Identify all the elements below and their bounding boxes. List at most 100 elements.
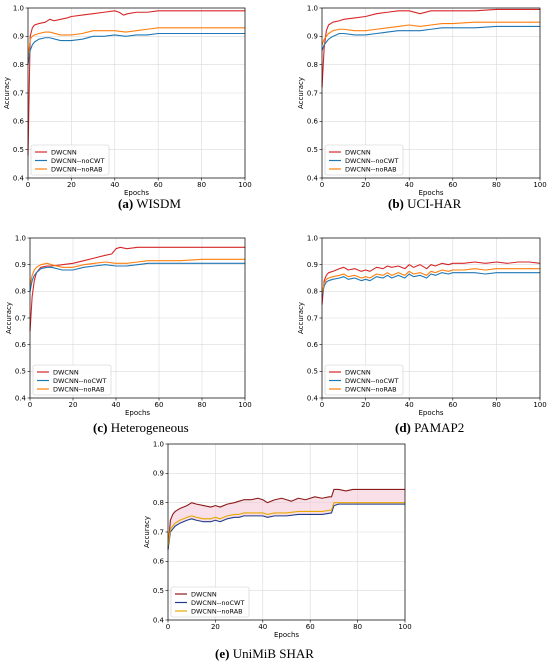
wisdm-ytick-label-2: 0.6	[13, 118, 25, 126]
ucihar-xtick-label-4: 80	[492, 181, 501, 189]
panel-heterogeneous: 0 20 40 60 80 100 0.4 0.5 0.6 0.7 0.8 0.9 1.0 Epochs A…	[5, 234, 252, 417]
panel-pamap2: 0 20 40 60 80 100 0.4 0.5 0.6 0.7 0.8 0.9 1.0 Epochs A…	[297, 234, 547, 417]
ucihar-ytick-label-4: 0.8	[307, 61, 318, 69]
pamap2-series-1-line	[321, 272, 540, 297]
caption-unimib: (e) UniMiB SHAR	[215, 646, 314, 661]
ucihar-legend-label-0: DWCNN	[345, 148, 371, 156]
unimib-legend-box	[170, 586, 250, 618]
pamap2-ylabel: Accuracy	[297, 302, 305, 334]
pamap2-xtick-label-3: 60	[448, 401, 457, 409]
heterogeneous-xtick-label-1: 20	[69, 401, 78, 409]
panel-wisdm: 0 20 40 60 80 100 0.4 0.5 0.6 0.7 0.8 0.9 1.0 Epochs A…	[3, 4, 252, 197]
heterogeneous-ytick-label-0: 0.4	[15, 394, 27, 402]
ucihar-ytick-label-1: 0.5	[307, 146, 318, 154]
pamap2-xtick-label-5: 100	[533, 401, 546, 409]
heterogeneous-ytick-label-5: 0.9	[15, 261, 26, 269]
caption-pamap2: (d) PAMAP2	[395, 420, 464, 435]
unimib-series-1-line	[167, 503, 405, 550]
pamap2-xtick-label-4: 80	[492, 401, 501, 409]
wisdm-series-0-line	[27, 10, 245, 156]
wisdm-ytick-label-6: 1.0	[13, 4, 24, 12]
pamap2-legend-label-1: DWCNN--noCWT	[345, 377, 398, 385]
pamap2-ytick-label-3: 0.7	[307, 314, 318, 322]
pamap2-series-2-line	[321, 268, 540, 295]
wisdm-series-2-line	[27, 27, 245, 60]
heterogeneous-ytick-label-6: 1.0	[15, 234, 26, 242]
ucihar-legend-label-1: DWCNN--noCWT	[345, 157, 398, 165]
ucihar-ytick-label-6: 1.0	[307, 4, 318, 12]
wisdm-legend-box	[30, 144, 110, 176]
heterogeneous-ytick-label-3: 0.7	[15, 314, 26, 322]
unimib-legend-label-1: DWCNN--noCWT	[191, 599, 244, 607]
caption-heterogeneous: (c) Heterogeneous	[93, 420, 189, 435]
heterogeneous-xtick-label-4: 80	[198, 401, 207, 409]
wisdm-ytick-label-5: 0.9	[13, 33, 24, 41]
ucihar-ytick-label-2: 0.6	[307, 118, 319, 126]
heterogeneous-xtick-label-0: 0	[28, 401, 32, 409]
unimib-ytick-label-3: 0.7	[153, 528, 164, 536]
pamap2-ytick-label-1: 0.5	[307, 368, 318, 376]
unimib-ytick-label-5: 0.9	[153, 470, 164, 478]
unimib-xtick-label-4: 80	[353, 623, 362, 631]
heterogeneous-xtick-label-2: 40	[112, 401, 121, 409]
ucihar-series-2-line	[321, 21, 540, 46]
heterogeneous-xtick-label-3: 60	[155, 401, 164, 409]
unimib-xtick-label-1: 20	[211, 623, 220, 631]
heterogeneous-ylabel: Accuracy	[5, 302, 13, 334]
unimib-legend-label-2: DWCNN--noRAB	[191, 607, 243, 615]
caption-wisdm: (a) WISDM	[118, 196, 181, 211]
wisdm-legend-label-0: DWCNN	[51, 148, 77, 156]
unimib-xtick-label-2: 40	[258, 623, 267, 631]
wisdm-xtick-label-0: 0	[26, 181, 30, 189]
wisdm-ytick-label-3: 0.7	[13, 89, 24, 97]
pamap2-xlabel: Epochs	[418, 409, 443, 417]
wisdm-xlabel: Epochs	[124, 189, 149, 197]
ucihar-legend-box	[324, 144, 404, 176]
pamap2-legend-label-0: DWCNN	[345, 368, 371, 376]
heterogeneous-legend-label-1: DWCNN--noCWT	[53, 377, 106, 385]
unimib-xtick-label-3: 60	[306, 623, 315, 631]
wisdm-legend-label-2: DWCNN--noRAB	[51, 165, 103, 173]
wisdm-xtick-label-3: 60	[154, 181, 163, 189]
ucihar-xtick-label-1: 20	[361, 181, 370, 189]
wisdm-xtick-label-2: 40	[110, 181, 119, 189]
unimib-ytick-label-4: 0.8	[153, 499, 164, 507]
pamap2-ytick-label-6: 1.0	[307, 234, 318, 242]
unimib-xtick-label-0: 0	[166, 623, 170, 631]
ucihar-xlabel: Epochs	[418, 189, 443, 197]
pamap2-ytick-label-4: 0.8	[307, 288, 318, 296]
unimib-series-0-line	[167, 488, 405, 550]
wisdm-ytick-label-0: 0.4	[13, 174, 25, 182]
ucihar-ytick-label-5: 0.9	[307, 33, 318, 41]
panel-ucihar: 0 20 40 60 80 100 0.4 0.5 0.6 0.7 0.8 0.9 1.0 Epochs A…	[297, 4, 547, 197]
pamap2-ytick-label-0: 0.4	[307, 394, 319, 402]
unimib-ytick-label-1: 0.5	[153, 587, 164, 595]
unimib-xtick-label-5: 100	[398, 623, 411, 631]
heterogeneous-xlabel: Epochs	[125, 409, 150, 417]
heterogeneous-ytick-label-4: 0.8	[15, 288, 26, 296]
ucihar-series-1-line	[321, 25, 540, 51]
pamap2-series-0-line	[321, 261, 541, 305]
unimib-ytick-label-0: 0.4	[153, 616, 165, 624]
heterogeneous-series-0-line	[29, 246, 245, 332]
ucihar-xtick-label-5: 100	[533, 181, 546, 189]
ucihar-legend-label-2: DWCNN--noRAB	[345, 165, 397, 173]
heterogeneous-ytick-label-2: 0.6	[15, 341, 27, 349]
heterogeneous-series-1-line	[29, 262, 245, 292]
pamap2-xtick-label-0: 0	[320, 401, 324, 409]
ucihar-xtick-label-2: 40	[405, 181, 414, 189]
unimib-ytick-label-6: 1.0	[153, 440, 164, 448]
ucihar-ylabel: Accuracy	[297, 77, 305, 109]
pamap2-ytick-label-2: 0.6	[307, 341, 319, 349]
wisdm-ylabel: Accuracy	[3, 77, 11, 109]
wisdm-xtick-label-5: 100	[238, 181, 251, 189]
wisdm-series-1-line	[27, 32, 245, 65]
pamap2-xtick-label-2: 40	[405, 401, 414, 409]
ucihar-ytick-label-3: 0.7	[307, 89, 318, 97]
